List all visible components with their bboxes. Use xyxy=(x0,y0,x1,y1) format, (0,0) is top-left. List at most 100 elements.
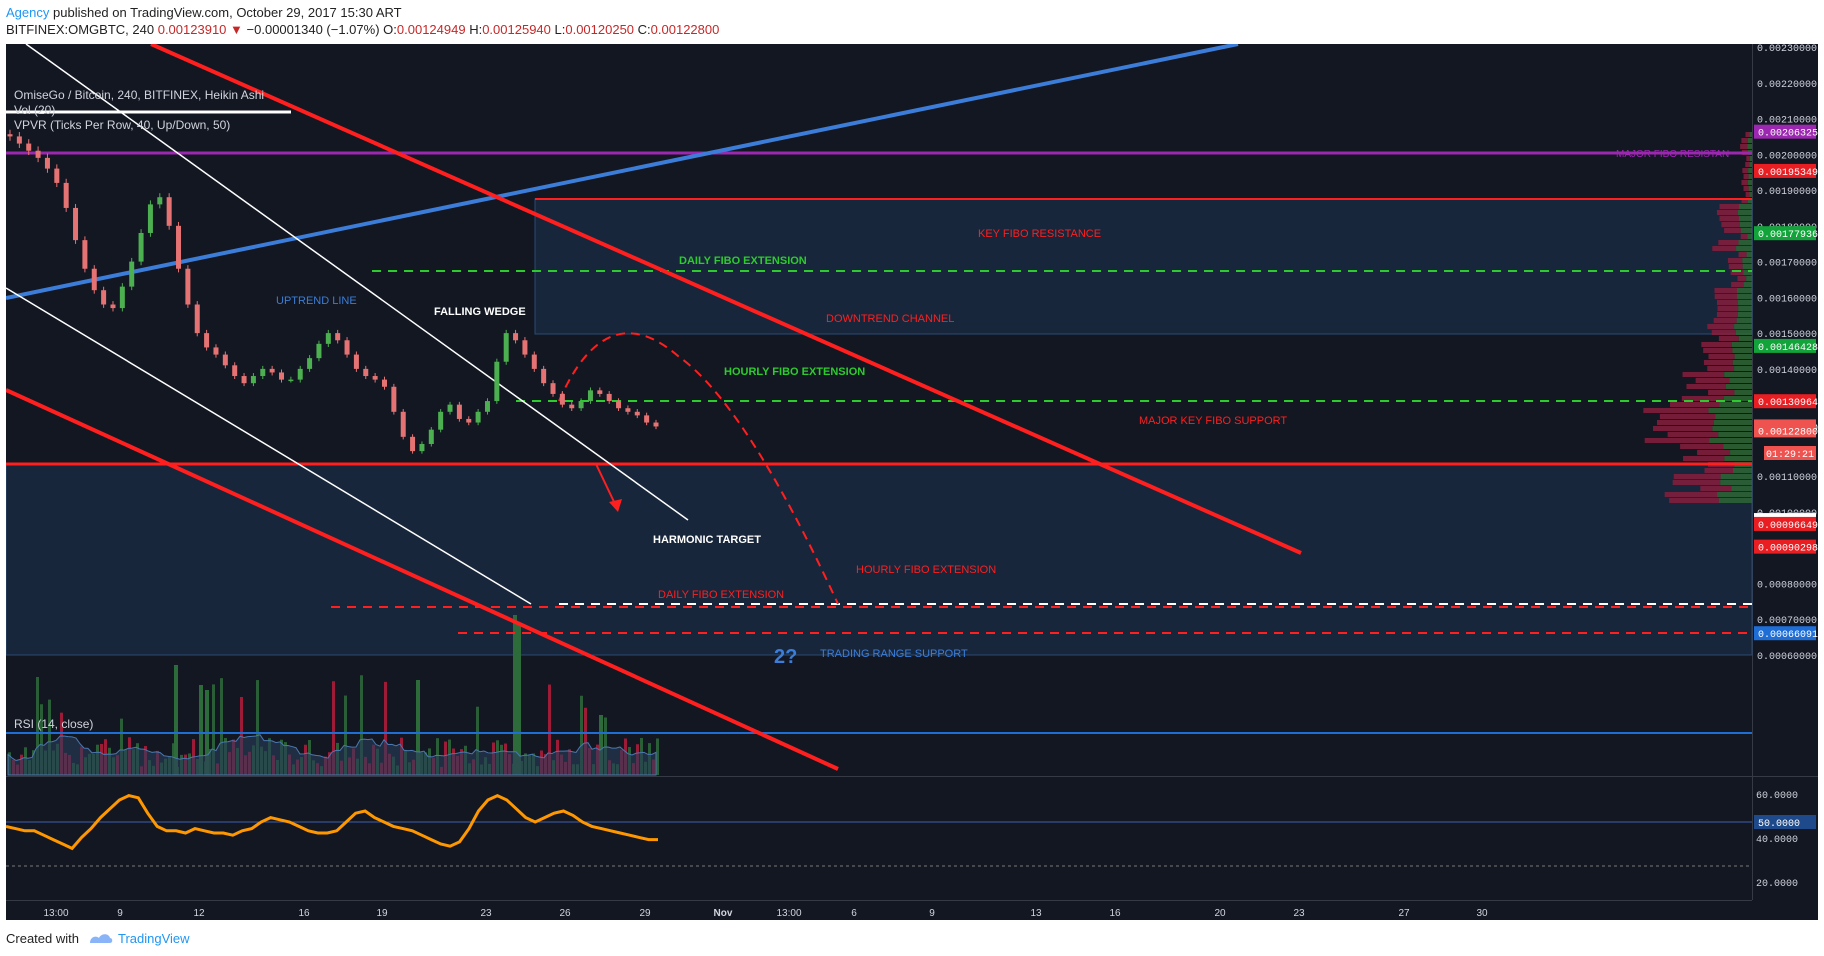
time-tick: 6 xyxy=(851,908,857,919)
price-label-text: 0.00066091 xyxy=(1758,630,1818,641)
publisher-link[interactable]: Agency xyxy=(6,5,50,20)
time-tick: 30 xyxy=(1476,908,1488,919)
price-tick: 0.00060000 xyxy=(1757,652,1817,663)
volume-bar xyxy=(344,695,347,775)
volume-bar xyxy=(240,696,243,775)
candle-body xyxy=(241,376,247,384)
vpvr-row-up xyxy=(1736,246,1752,251)
vpvr-row-up xyxy=(1738,336,1752,341)
time-tick: 13:00 xyxy=(776,908,801,919)
candle-body xyxy=(166,197,172,226)
rsi-current-value: 50.0000 xyxy=(1758,819,1800,830)
candle-body xyxy=(522,340,528,355)
price-tick: 0.00200000 xyxy=(1757,151,1817,162)
chart-area[interactable]: UPTREND LINE FALLING WEDGE DAILY FIBO EX… xyxy=(6,44,1818,920)
candle-body xyxy=(344,340,350,355)
time-tick: 20 xyxy=(1214,908,1226,919)
close-value: 0.00122800 xyxy=(650,22,720,37)
candle-body xyxy=(616,401,622,409)
tradingview-brand-link[interactable]: TradingView xyxy=(118,931,190,946)
vpvr-row-up xyxy=(1748,168,1752,173)
vpvr-row-down xyxy=(1673,474,1721,479)
time-tick: 26 xyxy=(559,908,571,919)
uptrend-line[interactable] xyxy=(6,44,1239,300)
question-label: 2? xyxy=(774,646,797,668)
volume-bar xyxy=(332,681,335,775)
vpvr-row-down xyxy=(1718,336,1739,341)
vpvr-row-down xyxy=(1701,342,1732,347)
time-tick: 16 xyxy=(298,908,310,919)
time-tick: 9 xyxy=(117,908,123,919)
vpvr-row-down xyxy=(1721,222,1740,227)
price-tick: 0.00160000 xyxy=(1757,294,1817,305)
vpvr-row-up xyxy=(1734,390,1752,395)
candle-body xyxy=(250,376,256,384)
candle-body xyxy=(335,333,341,341)
price-label-badge xyxy=(1754,423,1816,438)
vpvr-row-down xyxy=(1683,456,1725,461)
candle-body xyxy=(82,240,88,269)
vpvr-row-down xyxy=(1672,480,1721,485)
rsi-tick-60: 60.0000 xyxy=(1756,791,1798,802)
rsi-line xyxy=(6,793,658,851)
vpvr-row-up xyxy=(1723,444,1752,449)
vpvr-row-up xyxy=(1733,468,1752,473)
candle-body xyxy=(63,182,69,208)
low-label: L: xyxy=(554,22,566,37)
falling-wedge-top[interactable] xyxy=(25,44,689,521)
harmonic-target-label: HARMONIC TARGET xyxy=(653,534,761,546)
candle-body xyxy=(54,168,60,183)
vpvr-row-down xyxy=(1669,402,1720,407)
downtrend-channel-top[interactable] xyxy=(150,44,1302,555)
time-tick: 29 xyxy=(639,908,651,919)
volume-bar xyxy=(212,684,215,775)
candle-body xyxy=(410,436,416,452)
vpvr-row-down xyxy=(1719,216,1740,221)
price-label-text: 0.00206325 xyxy=(1758,129,1818,140)
falling-wedge-bottom[interactable] xyxy=(6,287,532,605)
time-axis[interactable]: 13:00 9 12 16 19 23 26 29 Nov 13:00 6 9 13 16 20 23 27 30 xyxy=(43,908,1488,919)
price-pane[interactable] xyxy=(6,44,1752,776)
vpvr-row-down xyxy=(1716,210,1738,215)
vpvr-row-up xyxy=(1749,156,1752,161)
vpvr-row-up xyxy=(1736,318,1752,323)
price-label-text: 0.00177936 xyxy=(1758,230,1818,241)
time-tick: 19 xyxy=(376,908,388,919)
downtrend-channel-label: DOWNTREND CHANNEL xyxy=(826,313,954,325)
vpvr-row-up xyxy=(1746,252,1752,257)
candle-body xyxy=(157,197,163,205)
vpvr-row-down xyxy=(1707,366,1735,371)
downtrend-channel-bottom[interactable] xyxy=(6,388,839,771)
chart-svg[interactable]: UPTREND LINE FALLING WEDGE DAILY FIBO EX… xyxy=(6,44,1818,920)
candle-body xyxy=(213,347,219,355)
candle-body xyxy=(634,411,640,416)
vpvr-row-down xyxy=(1717,300,1739,305)
vpvr-row-down xyxy=(1712,246,1737,251)
price-label-badge xyxy=(1754,626,1816,641)
rsi-pane[interactable] xyxy=(6,777,1752,900)
candle-body xyxy=(119,286,125,309)
last-price: 0.00123910 xyxy=(157,22,227,37)
vpvr-row-up xyxy=(1737,294,1752,299)
candle-body xyxy=(35,150,41,158)
rsi-tick-20: 20.0000 xyxy=(1756,879,1798,890)
candle-body xyxy=(297,368,303,380)
candle-body xyxy=(204,333,210,348)
vpvr-row-down xyxy=(1697,450,1731,455)
harmonic-arc[interactable] xyxy=(558,332,839,605)
vpvr-row-down xyxy=(1653,426,1713,431)
candles xyxy=(7,129,659,454)
low-value: 0.00120250 xyxy=(565,22,635,37)
candle-body xyxy=(644,415,650,423)
vpvr-row-down xyxy=(1664,492,1718,497)
vpvr-row-down xyxy=(1724,228,1741,233)
price-label-badge xyxy=(1754,338,1816,353)
vpvr-legend: VPVR (Ticks Per Row, 40, Up/Down, 50) xyxy=(14,118,230,132)
time-tick: 9 xyxy=(929,908,935,919)
volume-bar xyxy=(120,718,123,775)
time-tick: 12 xyxy=(193,908,205,919)
price-tick: 0.00220000 xyxy=(1757,80,1817,91)
candle-body xyxy=(400,411,406,437)
vpvr-row-down xyxy=(1743,186,1749,191)
volume-bar xyxy=(584,707,587,775)
